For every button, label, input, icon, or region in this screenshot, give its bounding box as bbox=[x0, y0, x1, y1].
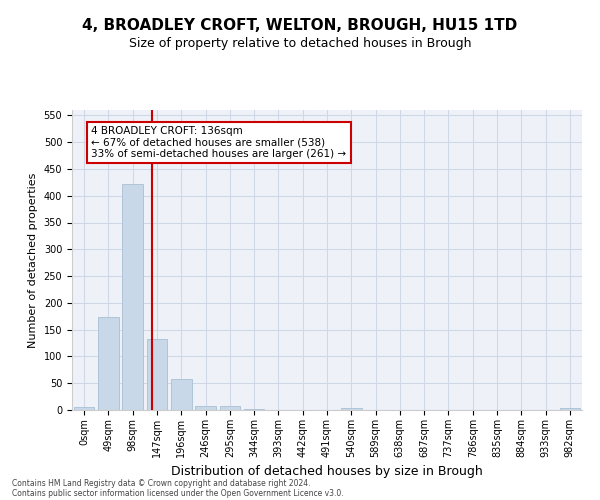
Text: 4 BROADLEY CROFT: 136sqm
← 67% of detached houses are smaller (538)
33% of semi-: 4 BROADLEY CROFT: 136sqm ← 67% of detach… bbox=[91, 126, 347, 160]
Bar bbox=[244, 409, 265, 410]
Text: Contains HM Land Registry data © Crown copyright and database right 2024.: Contains HM Land Registry data © Crown c… bbox=[12, 478, 311, 488]
Text: 4, BROADLEY CROFT, WELTON, BROUGH, HU15 1TD: 4, BROADLEY CROFT, WELTON, BROUGH, HU15 … bbox=[82, 18, 518, 32]
Bar bbox=[98, 318, 119, 410]
Bar bbox=[146, 340, 167, 410]
Text: Size of property relative to detached houses in Brough: Size of property relative to detached ho… bbox=[129, 38, 471, 51]
Bar bbox=[560, 408, 580, 410]
X-axis label: Distribution of detached houses by size in Brough: Distribution of detached houses by size … bbox=[171, 466, 483, 478]
Bar bbox=[195, 406, 216, 410]
Bar bbox=[220, 406, 240, 410]
Text: Contains public sector information licensed under the Open Government Licence v3: Contains public sector information licen… bbox=[12, 488, 344, 498]
Bar bbox=[74, 408, 94, 410]
Bar bbox=[341, 408, 362, 410]
Bar bbox=[122, 184, 143, 410]
Bar bbox=[171, 380, 191, 410]
Y-axis label: Number of detached properties: Number of detached properties bbox=[28, 172, 38, 348]
